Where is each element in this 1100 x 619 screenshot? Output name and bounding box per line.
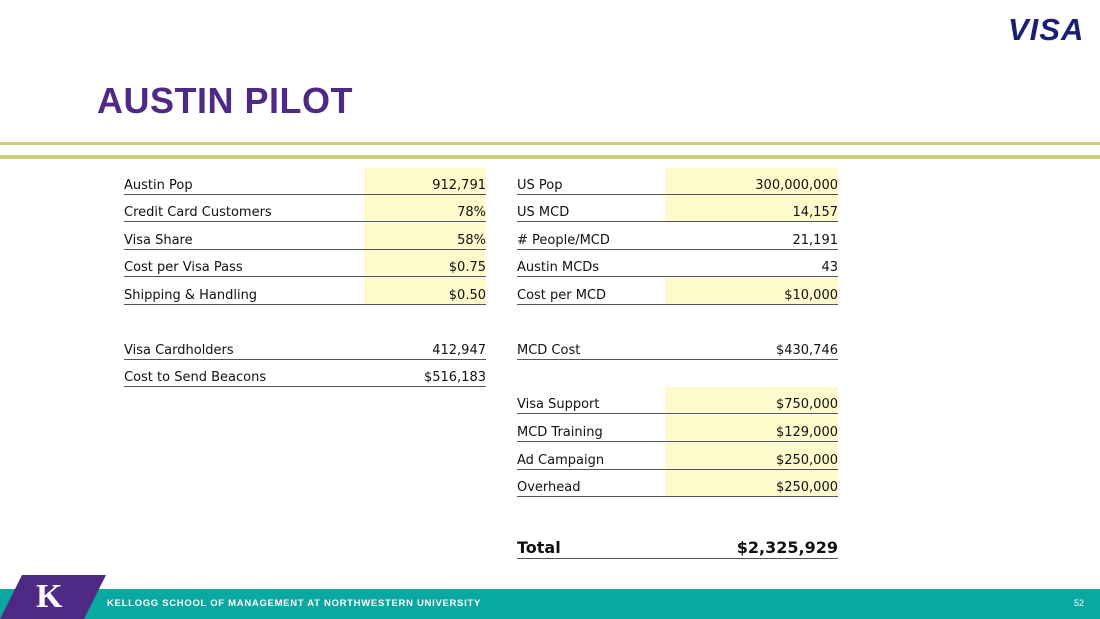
value-cell: 78% (364, 195, 486, 222)
row-label: Visa Share (124, 233, 193, 248)
row-label: Cost per Visa Pass (124, 260, 243, 275)
row-underline (517, 221, 838, 222)
row-value: 43 (821, 260, 838, 275)
slide-title: AUSTIN PILOT (97, 80, 353, 121)
row-underline (124, 276, 486, 277)
table-row: $430,746 MCD Cost (517, 333, 838, 360)
row-label: Austin Pop (124, 178, 193, 193)
row-underline (517, 469, 838, 470)
row-underline (517, 194, 838, 195)
row-label: Ad Campaign (517, 453, 605, 468)
value-cell: 58% (364, 223, 486, 250)
row-underline (517, 441, 838, 442)
value-cell: $750,000 (665, 387, 838, 414)
row-label: US MCD (517, 205, 570, 220)
row-value: $250,000 (775, 480, 838, 495)
row-value: $250,000 (775, 453, 838, 468)
title-rule-top (0, 142, 1100, 145)
row-label: MCD Cost (517, 343, 581, 358)
kellogg-k-badge (0, 575, 106, 619)
row-label: Cost per MCD (517, 288, 607, 303)
row-underline (517, 249, 838, 250)
row-underline (124, 359, 486, 360)
row-underline (517, 359, 838, 360)
row-underline (517, 276, 838, 277)
table-row: $0.75 Cost per Visa Pass (124, 250, 486, 277)
value-cell: $516,183 (364, 360, 486, 387)
row-value: $10,000 (784, 288, 838, 303)
row-value: 21,191 (792, 233, 839, 248)
row-value: 14,157 (792, 205, 839, 220)
table-row: 58% Visa Share (124, 223, 486, 250)
total-value: $2,325,929 (736, 538, 838, 557)
school-name: KELLOGG SCHOOL OF MANAGEMENT AT NORTHWES… (107, 598, 481, 609)
table-row: 912,791 Austin Pop (124, 168, 486, 195)
table-row: $250,000 Ad Campaign (517, 443, 838, 470)
row-underline (517, 496, 838, 497)
value-cell: $0.75 (364, 250, 486, 277)
row-label: Visa Support (517, 397, 600, 412)
value-cell: 43 (665, 250, 838, 277)
total-underline (517, 558, 838, 559)
row-underline (124, 221, 486, 222)
value-cell: 300,000,000 (665, 168, 838, 195)
row-value: 300,000,000 (755, 178, 838, 193)
footer-bar (0, 589, 1100, 619)
table-row: $750,000 Visa Support (517, 387, 838, 414)
row-value: 78% (457, 205, 486, 220)
row-label: Shipping & Handling (124, 288, 258, 303)
row-label: Cost to Send Beacons (124, 370, 267, 385)
table-row: 300,000,000 US Pop (517, 168, 838, 195)
table-row: $250,000 Overhead (517, 470, 838, 497)
row-label: # People/MCD (517, 233, 610, 248)
row-label: MCD Training (517, 425, 603, 440)
table-row: 412,947 Visa Cardholders (124, 333, 486, 360)
row-value: $516,183 (423, 370, 486, 385)
page-number: 52 (1073, 598, 1084, 608)
row-underline (124, 304, 486, 305)
visa-logo: VISA (1008, 12, 1085, 47)
row-value: $750,000 (775, 397, 838, 412)
row-value: 58% (457, 233, 486, 248)
value-cell: $430,746 (665, 333, 838, 360)
row-value: $430,746 (775, 343, 838, 358)
value-cell: $250,000 (665, 470, 838, 497)
total-label: Total (517, 538, 561, 557)
table-row: $516,183 Cost to Send Beacons (124, 360, 486, 387)
row-value: 912,791 (432, 178, 486, 193)
row-label: Visa Cardholders (124, 343, 234, 358)
value-cell: 412,947 (364, 333, 486, 360)
row-underline (517, 413, 838, 414)
row-label: Overhead (517, 480, 581, 495)
table-row: 14,157 US MCD (517, 195, 838, 222)
table-row: $129,000 MCD Training (517, 415, 838, 442)
value-cell: $10,000 (665, 278, 838, 305)
row-value: 412,947 (432, 343, 486, 358)
value-cell: 21,191 (665, 223, 839, 250)
row-label: Austin MCDs (517, 260, 600, 275)
table-row: 43 Austin MCDs (517, 250, 838, 277)
table-row: $0.50 Shipping & Handling (124, 278, 486, 305)
row-underline (517, 304, 838, 305)
value-cell: 912,791 (364, 168, 486, 195)
row-underline (124, 194, 486, 195)
table-row: 78% Credit Card Customers (124, 195, 486, 222)
value-cell: $250,000 (665, 443, 838, 470)
table-row: 21,191 # People/MCD (517, 223, 838, 250)
value-cell: 14,157 (665, 195, 838, 222)
value-cell: $129,000 (665, 415, 838, 442)
row-value: $0.75 (448, 260, 486, 275)
row-label: US Pop (517, 178, 563, 193)
title-rule-bottom (0, 155, 1100, 159)
row-label: Credit Card Customers (124, 205, 272, 220)
table-row: $10,000 Cost per MCD (517, 278, 838, 305)
row-underline (124, 249, 486, 250)
kellogg-k-letter: K (36, 578, 63, 615)
row-value: $0.50 (448, 288, 486, 303)
value-cell: $0.50 (364, 278, 486, 305)
row-underline (124, 386, 486, 387)
row-value: $129,000 (775, 425, 838, 440)
